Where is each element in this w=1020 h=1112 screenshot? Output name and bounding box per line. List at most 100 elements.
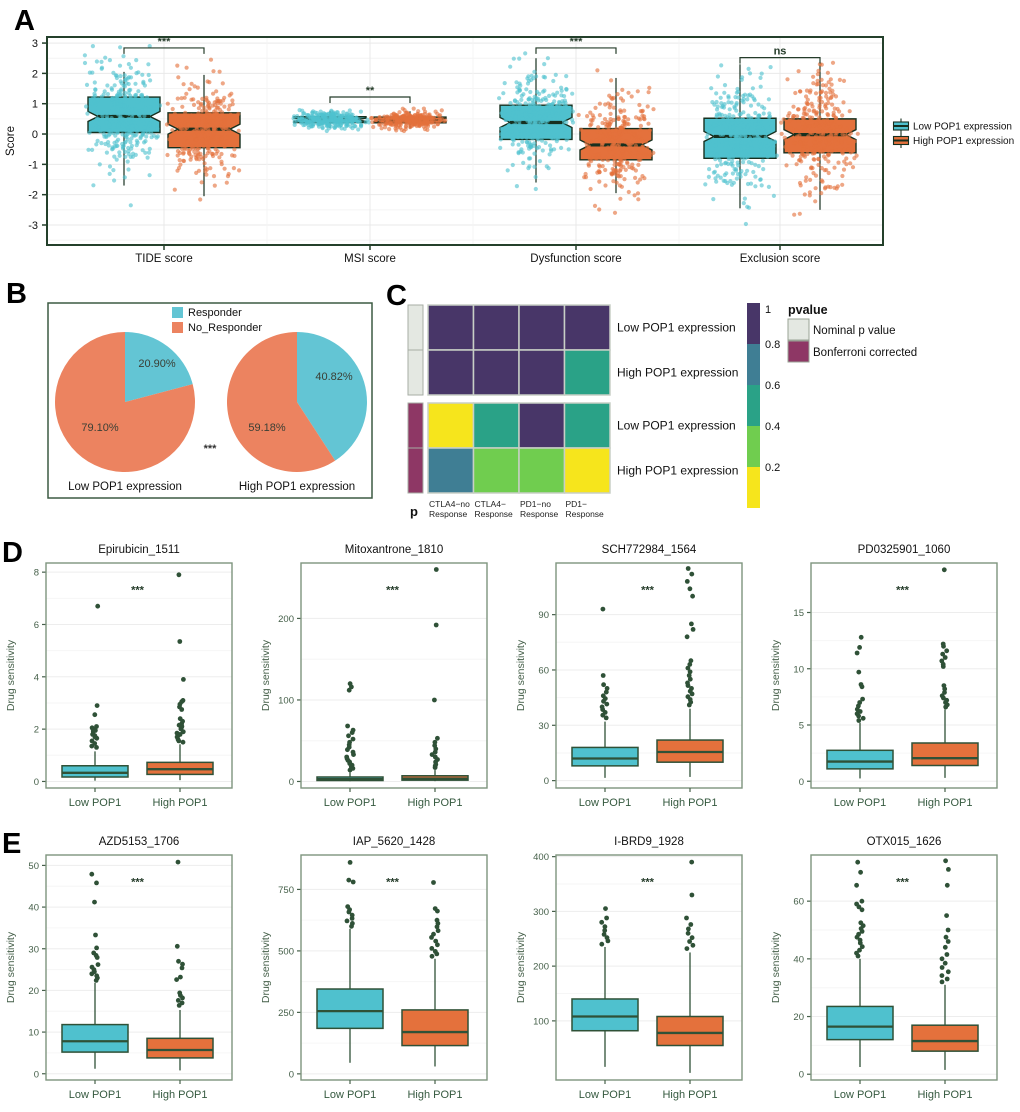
- outlier-point: [181, 677, 186, 682]
- jitter-point: [133, 81, 138, 86]
- jitter-point: [92, 80, 97, 85]
- jitter-point: [819, 191, 824, 196]
- jitter-point: [796, 69, 801, 74]
- jitter-point: [181, 158, 187, 164]
- jitter-point: [498, 145, 503, 150]
- outlier-point: [940, 651, 946, 657]
- heatmap-col-label: PD1−no: [520, 499, 551, 509]
- jitter-point: [516, 151, 521, 156]
- jitter-point: [810, 151, 815, 156]
- jitter-point: [751, 132, 756, 137]
- outlier-point: [601, 682, 606, 688]
- jitter-point: [815, 130, 820, 135]
- jitter-point: [195, 150, 201, 155]
- jitter-point: [545, 118, 550, 123]
- box: [571, 746, 639, 767]
- jitter-point: [745, 149, 750, 154]
- boxplot-low: [61, 603, 129, 781]
- jitter-point: [819, 99, 825, 105]
- jitter-point: [134, 58, 139, 63]
- jitter-point: [528, 89, 533, 95]
- annotation-cell: [407, 447, 424, 494]
- jitter-point: [113, 73, 118, 78]
- jitter-point: [834, 130, 840, 135]
- jitter-point: [186, 122, 191, 127]
- legend: Low POP1 expression High POP1 expression: [892, 118, 1014, 148]
- jitter-point: [508, 127, 513, 132]
- jitter-point: [533, 186, 538, 192]
- jitter-point: [157, 103, 163, 108]
- legend-label: Low POP1 expression: [913, 122, 1012, 133]
- jitter-point: [854, 153, 859, 158]
- jitter-point: [749, 146, 754, 151]
- jitter-point: [333, 118, 338, 123]
- jitter-point: [709, 129, 714, 134]
- outlier-point: [174, 977, 180, 982]
- jitter-point: [199, 180, 204, 185]
- jitter-point: [165, 152, 170, 158]
- jitter-point: [431, 116, 436, 121]
- jitter-point: [730, 155, 735, 160]
- jitter-point: [128, 140, 133, 145]
- box: [146, 1037, 214, 1059]
- jitter-point: [611, 105, 616, 110]
- outlier-point: [687, 586, 693, 592]
- panel-d3: SCH772984_1564 Drug sensitivity 0 30 60 90 ***…: [515, 544, 743, 809]
- jitter-point: [833, 138, 838, 143]
- outlier-point: [604, 915, 609, 921]
- jitter-point: [100, 114, 105, 119]
- jitter-point: [323, 114, 328, 119]
- jitter-point: [508, 64, 513, 69]
- jitter-point: [199, 113, 204, 118]
- outlier-point: [944, 913, 949, 918]
- jitter-point: [598, 130, 603, 135]
- jitter-point: [840, 113, 845, 118]
- significance-label: ***: [570, 36, 584, 48]
- jitter-point: [748, 142, 754, 147]
- jitter-point: [613, 145, 618, 150]
- jitter-point: [514, 184, 520, 189]
- jitter-point: [123, 77, 128, 82]
- jitter-point: [593, 105, 598, 110]
- jitter-point: [706, 174, 712, 179]
- outlier-point: [944, 976, 950, 982]
- outlier-point: [939, 979, 945, 985]
- jitter-point: [712, 169, 718, 174]
- jitter-point: [200, 108, 205, 114]
- jitter-point: [516, 142, 521, 147]
- jitter-point: [597, 207, 602, 212]
- panel-label-d: D: [2, 537, 23, 569]
- jitter-point: [831, 129, 836, 134]
- jitter-point: [611, 179, 616, 184]
- heatmap-cell: [427, 402, 475, 449]
- y-tick-label: 750: [278, 885, 294, 896]
- outlier-point: [92, 899, 97, 905]
- jitter-point: [505, 168, 510, 173]
- jitter-point: [633, 175, 638, 180]
- jitter-point: [140, 72, 145, 77]
- jitter-point: [534, 146, 540, 151]
- subplot-title: SCH772984_1564: [602, 544, 697, 556]
- jitter-point: [94, 59, 99, 64]
- y-tick-label: -1: [28, 159, 38, 171]
- jitter-point: [757, 113, 762, 118]
- jitter-point: [802, 154, 808, 159]
- y-tick-label: 60: [538, 665, 549, 676]
- y-tick-label: 3: [32, 38, 38, 50]
- outlier-point: [690, 627, 696, 632]
- plot-border: [46, 36, 884, 246]
- jitter-point: [175, 135, 180, 140]
- y-tick-label: 8: [34, 568, 39, 579]
- jitter-point: [829, 149, 834, 154]
- jitter-point: [714, 91, 719, 96]
- jitter-point: [226, 107, 231, 112]
- jitter-point: [766, 97, 772, 102]
- jitter-point: [729, 100, 734, 105]
- pie-percent-label: 79.10%: [81, 422, 119, 434]
- jitter-point: [758, 144, 763, 149]
- jitter-point: [145, 130, 151, 135]
- jitter-point: [586, 149, 591, 154]
- jitter-point: [387, 127, 392, 132]
- jitter-point: [824, 167, 829, 173]
- jitter-point: [763, 140, 768, 145]
